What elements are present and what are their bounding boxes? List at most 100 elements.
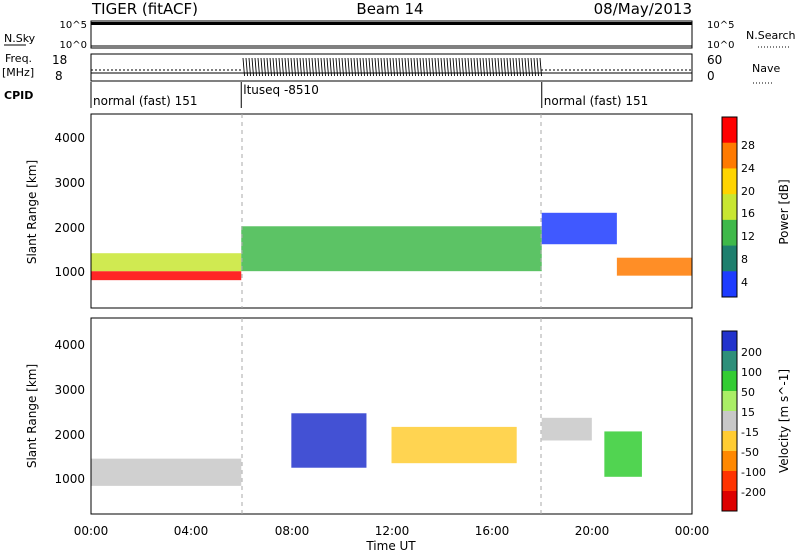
nave-spike <box>317 57 320 77</box>
nave-spike <box>275 57 278 77</box>
nave-spike <box>314 57 317 77</box>
freq-tick-top: 18 <box>52 53 67 67</box>
power-colorbar: 28 24 20 16 12 8 4 Power [dB] <box>721 116 791 298</box>
velocity-colorbar-swatch-5 <box>722 431 737 452</box>
freq-tick-bottom: 8 <box>55 69 63 83</box>
velocity-colorbar-swatch-8 <box>722 491 737 512</box>
nave-spike <box>467 57 470 77</box>
nave-spike <box>425 57 428 77</box>
nave-spike <box>479 57 482 77</box>
xtick-2000: 20:00 <box>575 524 610 538</box>
nave-spike <box>293 57 296 77</box>
nave-spike <box>374 57 377 77</box>
power-colorbar-swatch-4 <box>722 219 737 247</box>
nsky-label: N.Sky <box>4 32 36 45</box>
power-colorbar-swatch-3 <box>722 194 737 221</box>
velocity-ytick-3000: 3000 <box>54 383 85 397</box>
nave-spike <box>419 57 422 77</box>
nave-spike <box>383 57 386 77</box>
nave-spike <box>365 57 368 77</box>
power-ytick-4000: 4000 <box>54 131 85 145</box>
nave-spike <box>491 57 494 77</box>
nsearch-tick-top: 10^5 <box>707 20 734 31</box>
nave-spike <box>299 57 302 77</box>
power-cb-tick-12: 12 <box>741 230 755 243</box>
power-ytick-2000: 2000 <box>54 221 85 235</box>
date-title: 08/May/2013 <box>594 0 692 18</box>
nave-spike <box>431 57 434 77</box>
power-cb-tick-24: 24 <box>741 162 755 175</box>
nave-spike <box>359 57 362 77</box>
nave-spike <box>434 57 437 77</box>
velocity-colorbar: 200 100 50 15 -15 -50 -100 -200 Velocity… <box>721 330 791 512</box>
vel-cb-tick-m100: -100 <box>741 466 766 479</box>
nave-spike <box>446 57 449 77</box>
nsky-panel: N.Sky 10^5 10^0 10^5 10^0 N.Search <box>4 20 796 51</box>
nave-spike <box>269 57 272 77</box>
nave-spike <box>326 57 329 77</box>
velocity-ylabel: Slant Range [km] <box>25 364 39 468</box>
nave-spike <box>464 57 467 77</box>
nave-spike <box>530 57 533 77</box>
nave-spike <box>455 57 458 77</box>
velocity-ytick-2000: 2000 <box>54 428 85 442</box>
nave-spike <box>356 57 359 77</box>
power-cb-tick-4: 4 <box>741 276 748 289</box>
nave-spike <box>344 57 347 77</box>
nave-spike <box>389 57 392 77</box>
velocity-data-layer <box>91 413 642 486</box>
xtick-0800: 08:00 <box>275 524 310 538</box>
nave-spike <box>503 57 506 77</box>
cpid-mode-2: normal (fast) 151 <box>544 94 648 108</box>
velocity-ytick-1000: 1000 <box>54 472 85 486</box>
nave-spike <box>302 57 305 77</box>
xtick-2400: 00:00 <box>675 524 710 538</box>
power-panel: 1000 2000 3000 4000 Slant Range [km] <box>25 113 693 309</box>
nave-spike-series <box>242 57 542 77</box>
nave-spike <box>287 57 290 77</box>
velocity-colorbar-swatch-3 <box>722 391 737 412</box>
nave-spike <box>461 57 464 77</box>
nave-spike <box>305 57 308 77</box>
xtick-1200: 12:00 <box>375 524 410 538</box>
nave-spike <box>332 57 335 77</box>
velocity-feature-1 <box>291 413 367 468</box>
power-cb-tick-28: 28 <box>741 139 755 152</box>
velocity-colorbar-swatch-1 <box>722 351 737 372</box>
nave-spike <box>512 57 515 77</box>
nave-spike <box>284 57 287 77</box>
velocity-colorbar-frame <box>721 330 738 512</box>
nave-spike <box>266 57 269 77</box>
nsky-tick-top: 10^5 <box>60 20 87 31</box>
nsky-tick-bottom: 10^0 <box>60 40 87 51</box>
nave-spike <box>290 57 293 77</box>
nave-spike <box>470 57 473 77</box>
nave-spike <box>260 57 263 77</box>
vel-cb-tick-m200: -200 <box>741 486 766 499</box>
velocity-colorbar-swatch-2 <box>722 371 737 392</box>
nave-spike <box>416 57 419 77</box>
velocity-feature-0 <box>91 458 242 486</box>
nave-spike <box>407 57 410 77</box>
velocity-panel: 1000 2000 3000 4000 Slant Range [km] <box>25 317 693 515</box>
velocity-frame <box>90 317 693 515</box>
power-colorbar-swatch-0 <box>722 117 737 144</box>
nave-spike <box>338 57 341 77</box>
power-colorbar-frame <box>721 116 738 298</box>
power-cb-tick-16: 16 <box>741 207 755 220</box>
nave-spike <box>263 57 266 77</box>
power-feature-3 <box>541 212 617 245</box>
nave-spike <box>308 57 311 77</box>
nave-spike <box>449 57 452 77</box>
nave-spike <box>404 57 407 77</box>
vel-cb-tick-100: 100 <box>741 366 762 379</box>
nave-spike <box>335 57 338 77</box>
nave-spike <box>440 57 443 77</box>
vel-cb-tick-15: 15 <box>741 406 755 419</box>
nave-spike <box>410 57 413 77</box>
velocity-colorbar-swatch-7 <box>722 471 737 492</box>
nave-spike <box>506 57 509 77</box>
power-ytick-3000: 3000 <box>54 176 85 190</box>
